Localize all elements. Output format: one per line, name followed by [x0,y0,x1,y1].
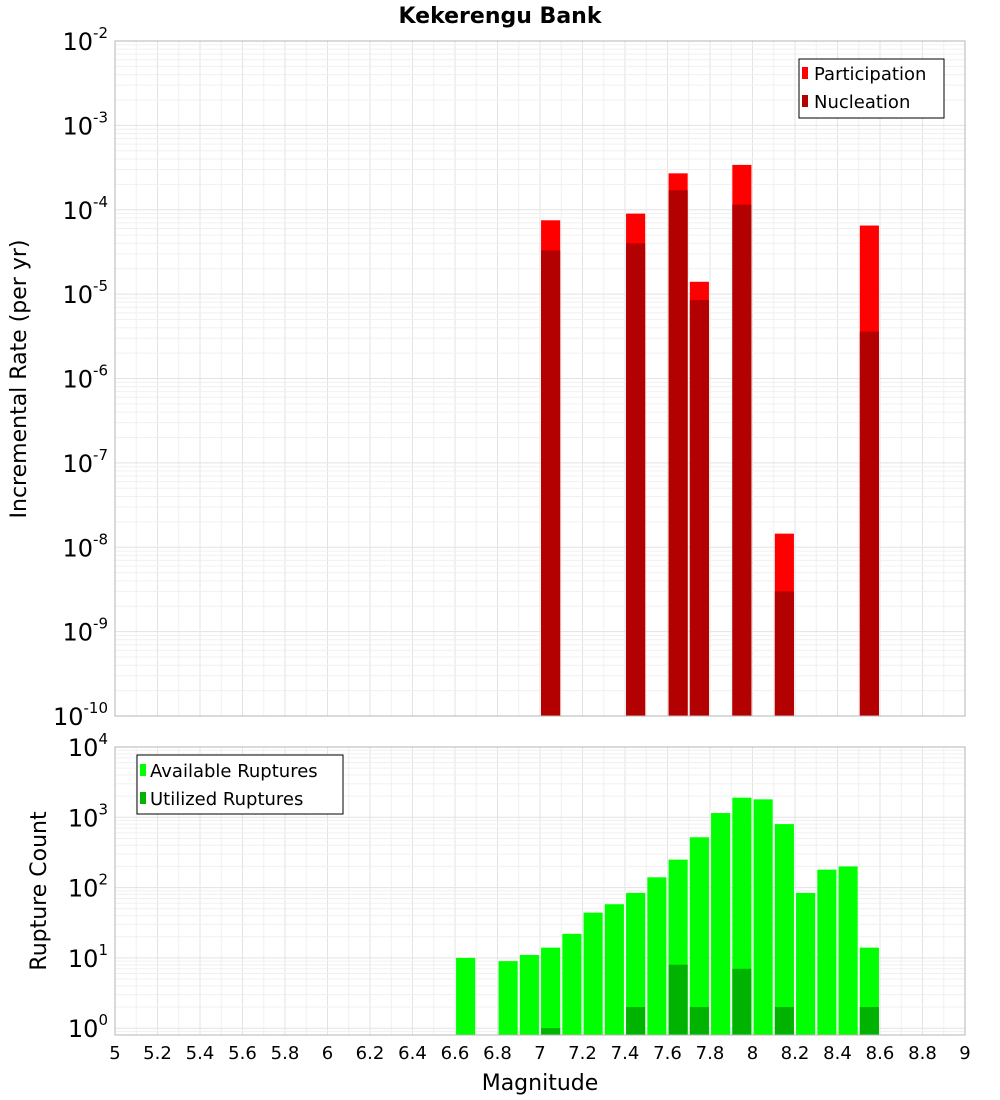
x-tick-label: 7.6 [653,1043,682,1064]
x-tick-label: 8.4 [823,1043,852,1064]
rate-legend: Participation Nucleation [798,58,945,119]
count-plot-frame [114,746,966,1036]
legend-swatch-available [140,764,146,776]
x-tick-label: 7.2 [568,1043,597,1064]
legend-swatch-nucleation [802,95,808,107]
utilized-bar [859,1007,879,1035]
available-bar [626,892,646,1035]
available-bar [498,961,518,1035]
x-tick-label: 6 [322,1043,333,1064]
count-y-ticks: 100 101 102 103 104 [68,730,108,1043]
y-tick-label: 10-10 [53,699,108,731]
available-bar [519,954,539,1035]
x-tick-label: 8.8 [908,1043,937,1064]
available-bar [774,824,794,1035]
x-tick-label: 5.8 [271,1043,300,1064]
y-tick-label: 10-8 [62,530,108,562]
utilized-bar [626,1007,646,1035]
available-bar [796,892,816,1035]
nucleation-bar [668,190,688,716]
utilized-bar [668,964,688,1035]
count-y-axis-label: Rupture Count [27,811,52,971]
rate-gridlines [114,40,966,717]
nucleation-bar [626,243,646,717]
x-tick-label: 5.6 [228,1043,257,1064]
y-tick-label: 101 [68,941,108,973]
rate-bars [541,164,879,717]
available-bar [647,877,667,1035]
rate-panel: 10-10 10-9 10-8 10-7 10-6 10-5 10-4 10-3 10-2 In… [7,24,966,731]
x-tick-label: 7.4 [611,1043,640,1064]
legend-label-available: Available Ruptures [150,761,318,782]
available-bar [456,957,476,1035]
available-bar [817,869,837,1035]
y-tick-label: 10-6 [62,362,108,394]
x-tick-label: 8.6 [866,1043,895,1064]
x-axis-ticks: 5 5.2 5.4 5.6 5.8 6 6.2 6.4 6.6 6.8 7 7.2 7.4 7.6 7.8 8… [109,1043,970,1064]
legend-swatch-utilized [140,792,146,804]
y-tick-label: 10-5 [62,277,108,309]
x-tick-label: 5 [109,1043,120,1064]
nucleation-bar [859,331,879,716]
available-bar [838,866,858,1035]
utilized-bar [689,1007,709,1035]
utilized-bar [774,1007,794,1035]
y-tick-label: 10-3 [62,108,108,140]
y-tick-label: 10-2 [62,24,108,56]
x-tick-label: 6.4 [398,1043,427,1064]
y-tick-label: 10-7 [62,446,108,478]
x-tick-label: 6.8 [483,1043,512,1064]
y-tick-label: 103 [68,800,108,832]
x-tick-label: 5.4 [186,1043,215,1064]
available-bar [604,904,624,1035]
legend-label-participation: Participation [814,64,926,85]
x-axis-label: Magnitude [482,1071,599,1096]
x-tick-label: 6.2 [356,1043,385,1064]
legend-label-utilized: Utilized Ruptures [150,789,303,810]
x-tick-label: 5.2 [143,1043,172,1064]
y-tick-label: 10-4 [62,193,108,225]
nucleation-bar [689,300,709,716]
y-tick-label: 102 [68,871,108,903]
available-bar [689,837,709,1035]
chart-title: Kekerengu Bank [399,4,603,29]
available-bar [753,799,773,1035]
legend-swatch-participation [802,67,808,79]
utilized-bar [732,968,752,1035]
available-bar [541,947,561,1035]
legend-label-nucleation: Nucleation [814,92,910,113]
available-bar [583,912,603,1035]
available-bar [562,933,582,1035]
x-tick-label: 9 [959,1043,970,1064]
nucleation-bar [774,591,794,716]
y-tick-label: 10-9 [62,615,108,647]
count-legend: Available Ruptures Utilized Ruptures [136,754,344,815]
x-tick-label: 7 [534,1043,545,1064]
rate-y-ticks: 10-10 10-9 10-8 10-7 10-6 10-5 10-4 10-3 10-2 [53,24,108,731]
nucleation-bar [541,250,561,717]
available-bar [711,813,731,1035]
x-tick-label: 8.2 [781,1043,810,1064]
utilized-bar [541,1028,561,1035]
rate-plot-frame [114,40,966,717]
y-tick-label: 100 [68,1011,108,1043]
count-panel: 100 101 102 103 104 Rupture Count Available … [27,730,966,1043]
x-tick-label: 7.8 [696,1043,725,1064]
nucleation-bar [732,204,752,717]
rate-y-axis-label: Incremental Rate (per yr) [7,240,32,519]
x-tick-label: 8 [747,1043,758,1064]
count-bars [456,797,879,1035]
x-tick-label: 6.6 [441,1043,470,1064]
y-tick-label: 104 [68,730,108,762]
